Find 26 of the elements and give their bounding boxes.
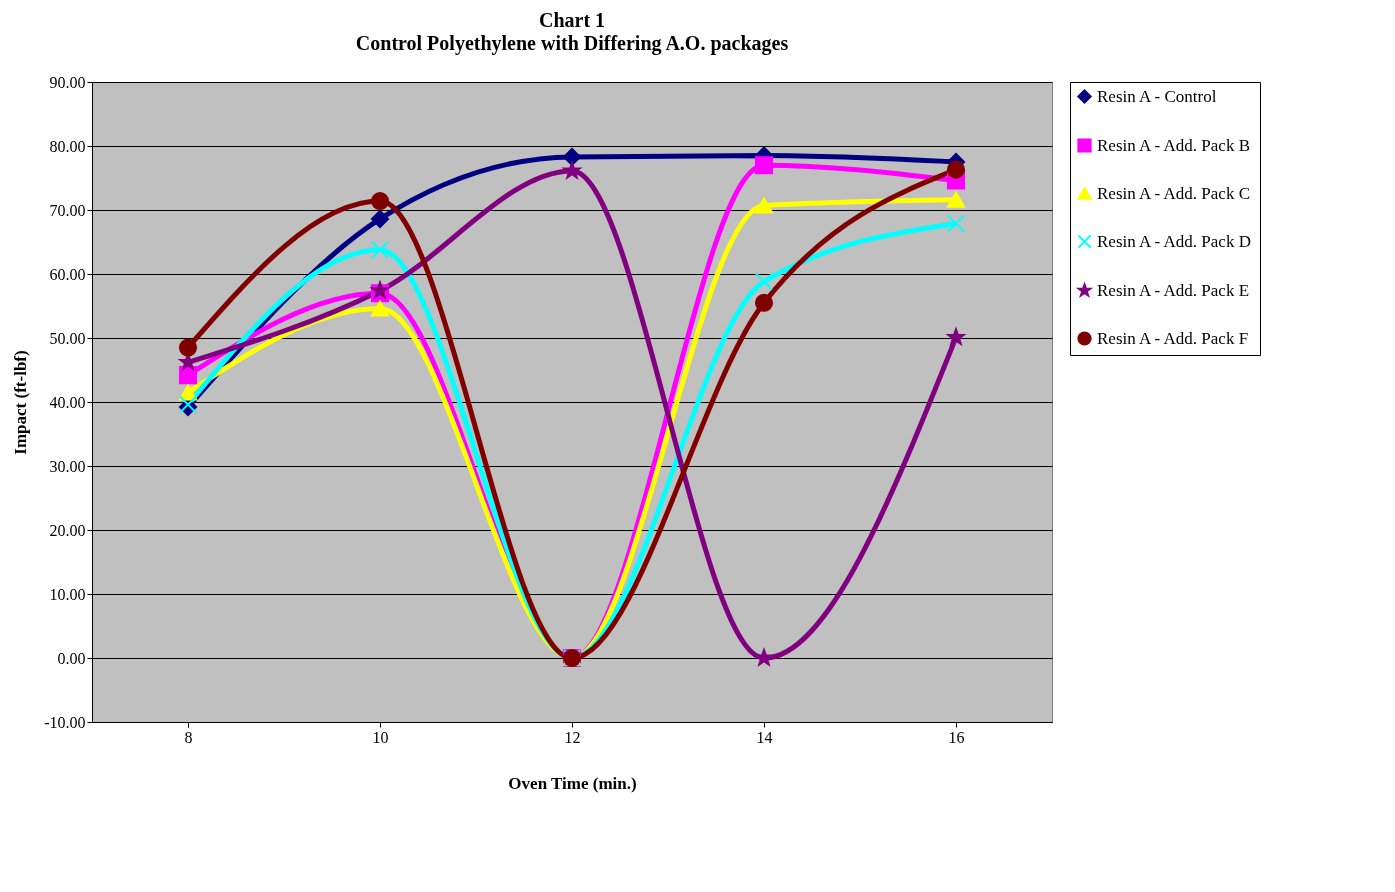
y-tick-label: 50.00 [49, 329, 86, 347]
y-tick-label: 60.00 [49, 265, 86, 283]
chart-title: Chart 1 [538, 9, 606, 31]
x-tick-label: 10 [372, 728, 389, 746]
legend-label: Resin A - Add. Pack B [1097, 135, 1251, 155]
legend-label: Resin A - Add. Pack E [1097, 280, 1250, 300]
legend-label: Resin A - Add. Pack C [1097, 183, 1251, 203]
x-axis-title: Oven Time (min.) [508, 773, 637, 793]
legend-label: Resin A - Add. Pack D [1097, 231, 1251, 251]
x-tick-label: 16 [948, 728, 965, 746]
y-tick-label: 70.00 [49, 201, 86, 219]
y-tick-label: 20.00 [49, 521, 86, 539]
y-tick-label: 30.00 [49, 457, 86, 475]
legend-label: Resin A - Add. Pack F [1097, 328, 1249, 348]
x-tick-label: 12 [564, 728, 581, 746]
y-tick-label: 90.00 [49, 73, 86, 91]
y-tick-label: 10.00 [49, 585, 86, 603]
chart-subtitle: Control Polyethylene with Differing A.O. packages [355, 32, 789, 55]
x-tick-label: 8 [184, 728, 193, 746]
y-tick-label: 0.00 [57, 649, 86, 667]
y-axis-title: Impact (ft-lbf) [11, 350, 31, 455]
y-tick-label: 40.00 [49, 393, 86, 411]
x-tick-label: 14 [756, 728, 773, 746]
y-tick-label: 80.00 [49, 137, 86, 155]
y-tick-label: -10.00 [44, 713, 86, 731]
legend-label: Resin A - Control [1097, 86, 1217, 106]
